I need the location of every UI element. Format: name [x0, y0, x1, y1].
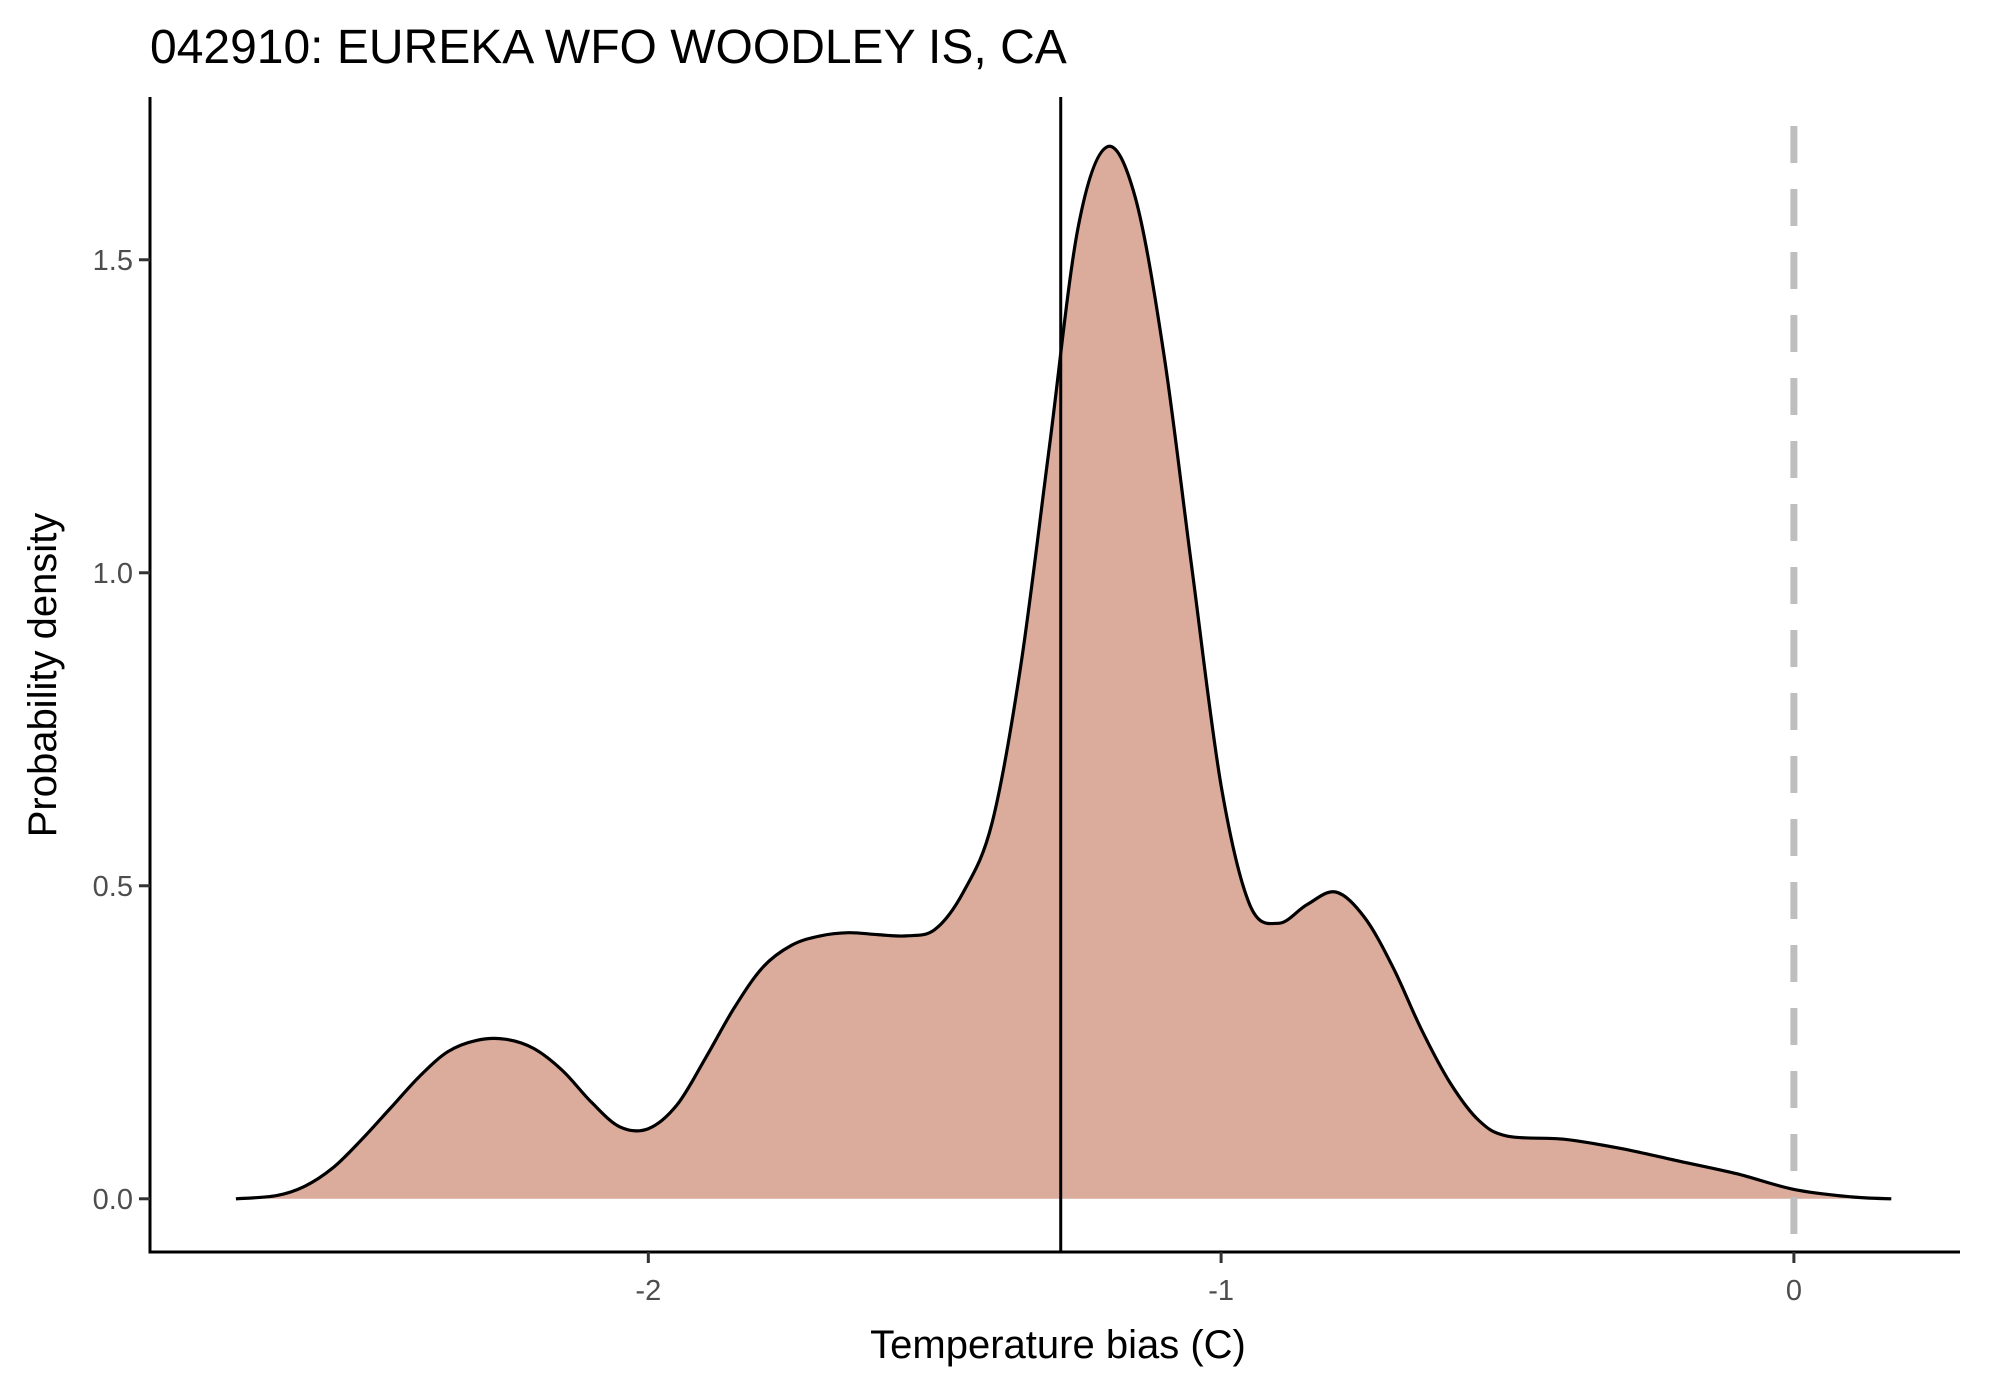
y-axis-title: Probability density [21, 513, 65, 838]
y-tick-label: 1.0 [93, 558, 133, 590]
x-tick-label: -1 [1208, 1275, 1234, 1307]
density-outline [235, 144, 1892, 1201]
axes: -2 -1 0 0.0 0.5 1.0 1.5 [93, 97, 1960, 1307]
x-axis-title: Temperature bias (C) [870, 1323, 1246, 1367]
x-tick-label: 0 [1786, 1275, 1802, 1307]
x-tick-label: -2 [635, 1275, 661, 1307]
plot-area [235, 97, 1892, 1252]
y-tick-label: 0.5 [93, 871, 133, 903]
density-area [235, 146, 1892, 1199]
y-tick-label: 0.0 [93, 1184, 133, 1216]
y-tick-label: 1.5 [93, 245, 133, 277]
chart-title: 042910: EUREKA WFO WOODLEY IS, CA [150, 21, 1067, 74]
